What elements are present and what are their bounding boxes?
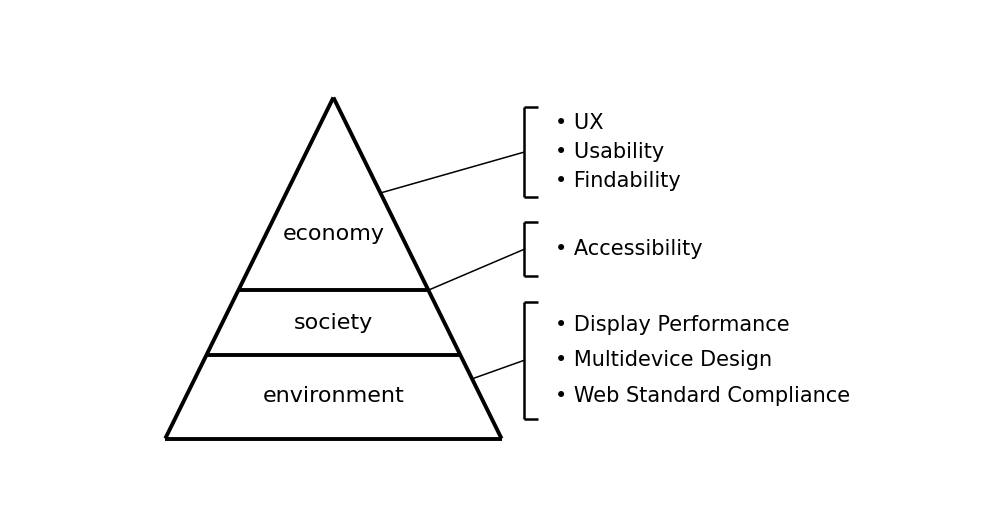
Text: • Usability: • Usability <box>555 142 665 162</box>
Text: economy: economy <box>282 224 385 244</box>
Text: • UX: • UX <box>555 113 603 133</box>
Text: society: society <box>294 313 373 333</box>
Text: • Multidevice Design: • Multidevice Design <box>555 350 772 370</box>
Text: • Display Performance: • Display Performance <box>555 315 790 335</box>
Text: • Findability: • Findability <box>555 170 680 191</box>
Text: • Web Standard Compliance: • Web Standard Compliance <box>555 386 850 406</box>
Text: environment: environment <box>262 386 404 406</box>
Text: • Accessibility: • Accessibility <box>555 239 703 259</box>
